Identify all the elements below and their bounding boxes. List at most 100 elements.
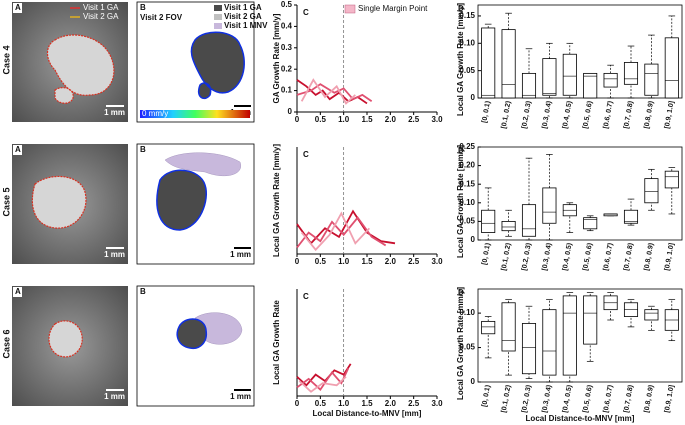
x-tick-label: [0.1, 0.2) bbox=[501, 242, 513, 271]
y-tick-label: 0.10 bbox=[459, 198, 475, 207]
legend-swatch bbox=[214, 14, 222, 20]
case-label: Case 4 bbox=[1, 45, 11, 74]
x-tick-label: [0.8, 0.9) bbox=[643, 242, 655, 271]
x-tick-label: 0.5 bbox=[315, 115, 327, 124]
box bbox=[623, 62, 639, 85]
x-tick-label: [0.1, 0.2) bbox=[501, 384, 513, 413]
panel-label: A bbox=[15, 287, 21, 296]
legend-label: Visit 2 GA bbox=[83, 12, 119, 21]
x-tick-label: [0.5, 0.6) bbox=[582, 384, 594, 413]
box bbox=[521, 204, 537, 237]
legend-label: Visit 1 GA bbox=[83, 3, 119, 12]
y-axis-label: Local GA Growth Rate [mm/y] bbox=[456, 3, 465, 116]
y-tick-label: 0.20 bbox=[459, 161, 475, 170]
x-tick-label: [0, 0.1) bbox=[481, 100, 492, 123]
y-tick-label: 0.10 bbox=[459, 308, 475, 317]
case-label: Case 5 bbox=[1, 187, 11, 216]
x-tick-label: [0.7, 0.8) bbox=[623, 100, 635, 129]
box bbox=[501, 29, 516, 99]
x-tick-label: 0 bbox=[295, 399, 300, 408]
x-tick-label: [0, 0.1) bbox=[481, 242, 492, 265]
x-tick-label: 0 bbox=[295, 115, 300, 124]
x-tick-label: 1.0 bbox=[338, 399, 350, 408]
y-axis-label: Local GA Growth Rate [mm/y] bbox=[272, 144, 281, 257]
panel-label: D bbox=[458, 146, 464, 155]
visit2-ga bbox=[164, 152, 241, 177]
box bbox=[623, 209, 639, 224]
y-tick-label: 0.2 bbox=[281, 64, 293, 73]
box bbox=[562, 53, 577, 96]
box bbox=[583, 295, 598, 345]
x-tick-label: [0.3, 0.4) bbox=[541, 384, 553, 413]
x-tick-label: 2.0 bbox=[385, 115, 397, 124]
x-tick-label: [0.4, 0.5) bbox=[562, 100, 574, 129]
x-tick-label: 1.0 bbox=[338, 115, 350, 124]
x-tick-label: [0.5, 0.6) bbox=[582, 100, 594, 129]
box bbox=[542, 58, 557, 96]
legend-label: Visit 1 MNV bbox=[224, 21, 268, 30]
y-axis-label: GA Growth Rate [mm/y] bbox=[272, 13, 281, 103]
y-axis-label: Local GA Growth Rate [mm/y] bbox=[456, 287, 465, 400]
x-tick-label: [0.2, 0.3) bbox=[521, 242, 533, 271]
box bbox=[644, 63, 659, 96]
y-tick-label: 0.4 bbox=[281, 22, 293, 31]
visit1-ga bbox=[156, 169, 207, 231]
box bbox=[644, 178, 659, 204]
x-tick-label: [0.9, 1.0] bbox=[664, 242, 676, 271]
box bbox=[664, 170, 679, 189]
ga-contour bbox=[46, 34, 115, 104]
scale-bar-label: 1 mm bbox=[104, 250, 125, 259]
x-tick-label: 0 bbox=[295, 257, 300, 266]
colorbar bbox=[140, 110, 250, 118]
visit1-ga bbox=[190, 31, 245, 100]
case-label: Case 6 bbox=[1, 329, 11, 358]
x-tick-label: [0.4, 0.5) bbox=[562, 384, 574, 413]
x-tick-label: [0.8, 0.9) bbox=[643, 384, 655, 413]
box bbox=[542, 309, 557, 376]
y-tick-label: 0 bbox=[471, 93, 476, 102]
x-tick-label: 2.0 bbox=[385, 399, 397, 408]
label-box bbox=[13, 3, 22, 13]
margin-line bbox=[298, 376, 347, 393]
y-tick-label: 0.05 bbox=[459, 217, 475, 226]
box bbox=[481, 209, 496, 233]
y-tick-label: 0.5 bbox=[281, 0, 293, 9]
panel-label: B bbox=[140, 287, 146, 296]
y-tick-label: 0.05 bbox=[459, 66, 475, 75]
x-tick-label: [0.8, 0.9) bbox=[643, 100, 655, 129]
scale-bar-label: 1 mm bbox=[104, 108, 125, 117]
plot-frame bbox=[477, 4, 683, 99]
box bbox=[481, 320, 496, 335]
x-tick-label: 0.5 bbox=[315, 399, 327, 408]
legend-label: Visit 1 GA bbox=[224, 3, 262, 12]
legend-label: Single Margin Point bbox=[358, 4, 428, 13]
scale-bar-label: 1 mm bbox=[104, 392, 125, 401]
margin-line bbox=[296, 209, 396, 245]
x-tick-label: [0.9, 1.0] bbox=[664, 100, 676, 129]
x-tick-label: [0, 0.1) bbox=[481, 384, 492, 407]
colorbar-label: 0 mm/y bbox=[142, 109, 168, 118]
scale-bar-label: 1 mm bbox=[230, 392, 251, 401]
y-tick-label: 0 bbox=[288, 107, 293, 116]
box bbox=[542, 187, 557, 224]
box bbox=[644, 309, 659, 321]
x-tick-label: [0.4, 0.5) bbox=[562, 242, 574, 271]
y-axis-label: Local GA Growth Rate bbox=[272, 300, 281, 385]
legend-swatch bbox=[214, 23, 222, 29]
legend-swatch bbox=[344, 4, 356, 14]
y-tick-label: 0.3 bbox=[281, 43, 293, 52]
panel-label: C bbox=[303, 8, 309, 17]
x-tick-label: 1.5 bbox=[361, 257, 373, 266]
panel-label: B bbox=[140, 3, 146, 12]
margin-line bbox=[300, 211, 370, 252]
x-tick-label: [0.6, 0.7) bbox=[603, 100, 615, 129]
legend-swatch bbox=[214, 5, 222, 11]
y-tick-label: 0.05 bbox=[459, 343, 475, 352]
x-tick-label: 1.5 bbox=[361, 399, 373, 408]
y-tick-label: 0.15 bbox=[459, 179, 475, 188]
box bbox=[562, 295, 577, 376]
scale-bar-label: 1 mm bbox=[230, 250, 251, 259]
y-tick-label: 0.1 bbox=[281, 86, 293, 95]
plot-frame bbox=[477, 288, 683, 383]
